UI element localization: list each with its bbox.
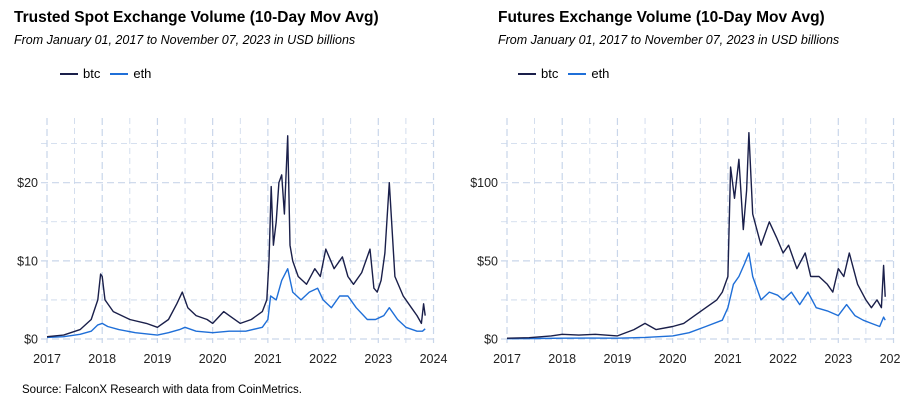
x-tick-label: 2017 — [33, 352, 61, 366]
legend-swatch-btc — [518, 72, 536, 75]
x-tick-label: 2023 — [824, 352, 852, 366]
futures-volume-plot: $0 $50 $100 2017 2018 2019 2020 2021 2022 2023 202… — [470, 118, 900, 366]
spot-volume-panel: Trusted Spot Exchange Volume (10-Day Mov… — [0, 0, 450, 380]
chart-subtitle: From January 01, 2017 to November 07, 20… — [498, 33, 840, 47]
x-tick-label: 2022 — [309, 352, 337, 366]
y-tick-label: $0 — [484, 333, 498, 347]
x-tick-label: 2018 — [88, 352, 116, 366]
source-note: Source: FalconX Research with data from … — [22, 384, 302, 396]
legend-label-btc: btc — [541, 66, 559, 81]
legend-item-eth: eth — [110, 66, 151, 81]
series-line-btc — [506, 131, 886, 339]
x-tick-label: 2021 — [714, 352, 742, 366]
legend-swatch-eth — [568, 72, 587, 75]
y-tick-label: $0 — [24, 333, 38, 347]
series-line-eth — [506, 252, 886, 340]
x-tick-label: 2024 — [420, 352, 448, 366]
x-tick-label: 2019 — [604, 352, 632, 366]
chart-legend: btc eth — [60, 66, 161, 81]
x-tick-label: 2022 — [769, 352, 797, 366]
series-line-eth — [46, 268, 426, 339]
legend-label-eth: eth — [133, 66, 152, 81]
spot-volume-plot: $0 $10 $20 2017 2018 2019 2020 2021 2022 2023 2024 — [17, 118, 448, 366]
legend-item-eth: eth — [568, 66, 609, 81]
x-tick-label: 2021 — [254, 352, 282, 366]
x-tick-label: 2020 — [199, 352, 227, 366]
x-tick-label: 2024 — [880, 352, 900, 366]
chart-title: Futures Exchange Volume (10-Day Mov Avg) — [498, 9, 825, 26]
legend-label-btc: btc — [83, 66, 101, 81]
x-tick-label: 2019 — [144, 352, 172, 366]
legend-item-btc: btc — [518, 66, 558, 81]
chart-title: Trusted Spot Exchange Volume (10-Day Mov… — [14, 9, 379, 26]
y-tick-label: $10 — [17, 254, 38, 268]
y-tick-label: $50 — [477, 254, 498, 268]
legend-label-eth: eth — [591, 66, 610, 81]
x-tick-label: 2018 — [548, 352, 576, 366]
legend-swatch-btc — [60, 72, 78, 75]
futures-volume-panel: Futures Exchange Volume (10-Day Mov Avg)… — [450, 0, 900, 380]
chart-legend: btc eth — [518, 66, 619, 81]
chart-subtitle: From January 01, 2017 to November 07, 20… — [14, 33, 356, 47]
y-tick-label: $100 — [470, 176, 498, 190]
legend-item-btc: btc — [60, 66, 100, 81]
y-tick-label: $20 — [17, 176, 38, 190]
x-tick-label: 2017 — [493, 352, 521, 366]
series-line-btc — [46, 135, 426, 338]
legend-swatch-eth — [110, 72, 129, 75]
x-tick-label: 2023 — [364, 352, 392, 366]
x-tick-label: 2020 — [659, 352, 687, 366]
